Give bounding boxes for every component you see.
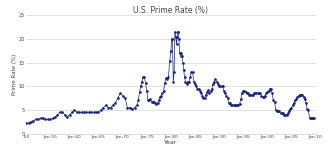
Title: U.S. Prime Rate (%): U.S. Prime Rate (%) <box>133 6 208 15</box>
X-axis label: Year: Year <box>164 140 177 145</box>
Y-axis label: Prime Rate (%): Prime Rate (%) <box>12 54 17 95</box>
